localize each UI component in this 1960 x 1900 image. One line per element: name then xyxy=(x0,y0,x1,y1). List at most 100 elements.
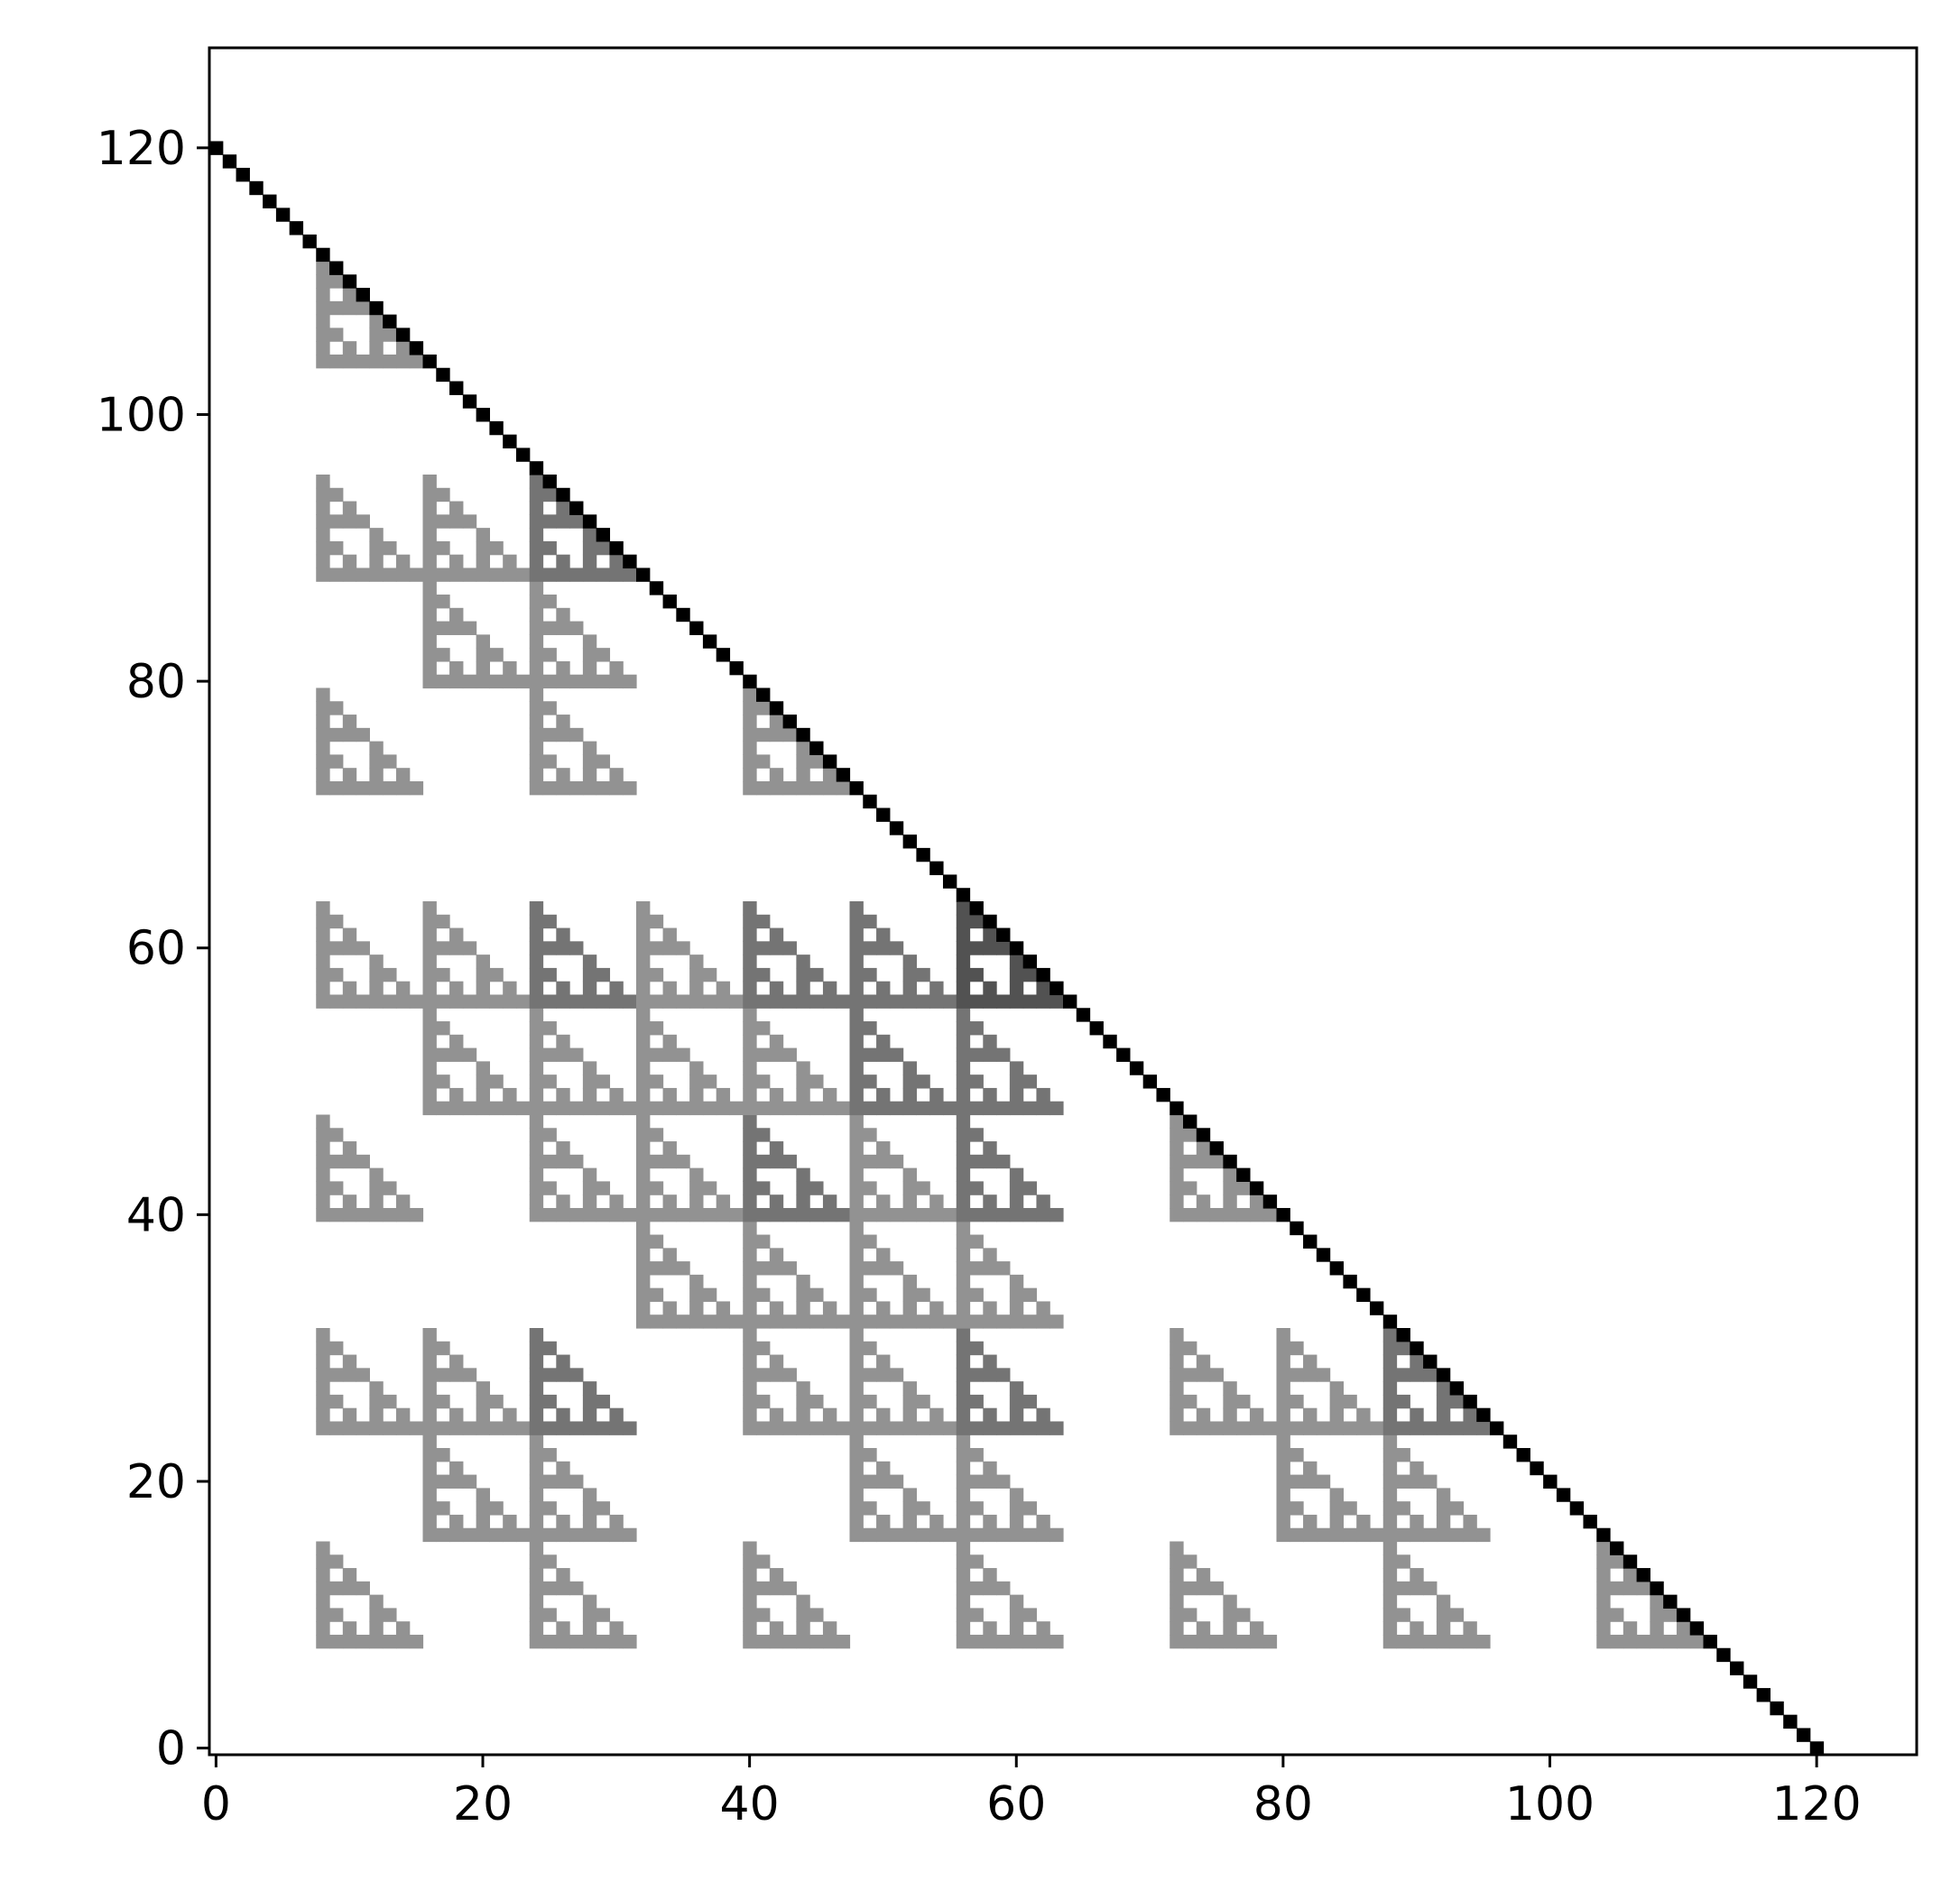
heatmap-cell xyxy=(542,1207,557,1222)
heatmap-cell xyxy=(863,1287,877,1303)
heatmap-cell xyxy=(582,1488,597,1502)
heatmap-cell xyxy=(743,1047,757,1062)
heatmap-cell xyxy=(902,994,918,1009)
heatmap-cell xyxy=(822,754,837,769)
heatmap-cell xyxy=(876,1461,891,1476)
heatmap-cell xyxy=(369,327,384,342)
heatmap-cell xyxy=(662,595,677,609)
heatmap-cell xyxy=(636,1128,651,1142)
heatmap-cell xyxy=(1303,1368,1317,1382)
heatmap-cell xyxy=(743,1581,757,1596)
heatmap-cell xyxy=(582,994,597,1009)
heatmap-cell xyxy=(1170,1207,1184,1222)
heatmap-cell xyxy=(342,514,357,529)
heatmap-cell xyxy=(1610,1541,1624,1555)
heatmap-cell xyxy=(1009,1634,1024,1649)
heatmap-cell xyxy=(996,1261,1011,1276)
heatmap-cell xyxy=(1463,1394,1477,1409)
heatmap-cell xyxy=(529,1421,544,1435)
heatmap-cell xyxy=(329,1634,344,1649)
heatmap-cell xyxy=(1343,1527,1357,1543)
heatmap-cell xyxy=(863,1154,877,1169)
heatmap-cell xyxy=(329,274,344,289)
heatmap-cell xyxy=(716,1207,731,1222)
heatmap-cell xyxy=(996,994,1011,1009)
heatmap-cell xyxy=(956,1488,971,1502)
heatmap-cell xyxy=(1196,1154,1211,1169)
heatmap-cell xyxy=(1423,1474,1438,1489)
heatmap-cell xyxy=(876,941,891,955)
heatmap-cell xyxy=(369,1621,384,1636)
heatmap-cell xyxy=(529,1141,544,1156)
heatmap-cell xyxy=(756,1047,771,1062)
heatmap-cell xyxy=(876,927,891,942)
heatmap-cell xyxy=(1223,1608,1237,1622)
heatmap-cell xyxy=(942,994,957,1009)
heatmap-cell xyxy=(849,1087,864,1102)
heatmap-cell xyxy=(743,1354,757,1369)
heatmap-cell xyxy=(996,1527,1011,1543)
heatmap-cell xyxy=(743,1301,757,1315)
heatmap-cell xyxy=(969,1448,984,1462)
heatmap-cell xyxy=(863,1075,877,1089)
heatmap-cell xyxy=(1650,1594,1664,1609)
heatmap-cell xyxy=(1290,1341,1304,1356)
heatmap-cell xyxy=(1610,1634,1624,1649)
heatmap-cell xyxy=(316,994,330,1009)
heatmap-cell xyxy=(743,674,757,689)
heatmap-cell xyxy=(329,754,344,769)
heatmap-cell xyxy=(1209,1207,1224,1222)
heatmap-cell xyxy=(1623,1621,1638,1636)
heatmap-cell xyxy=(383,754,397,769)
heatmap-cell xyxy=(743,1114,757,1129)
heatmap-cell xyxy=(436,1368,450,1382)
heatmap-cell xyxy=(889,1261,904,1276)
heatmap-cell xyxy=(743,727,757,742)
heatmap-cell xyxy=(329,1154,344,1169)
heatmap-cell xyxy=(796,1087,810,1102)
heatmap-cell xyxy=(556,927,570,942)
heatmap-cell xyxy=(1249,1634,1264,1649)
heatmap-cell xyxy=(1183,1181,1197,1195)
heatmap-cell xyxy=(556,1194,570,1209)
heatmap-cell xyxy=(476,540,491,556)
heatmap-cell xyxy=(503,1407,517,1423)
heatmap-cell xyxy=(1249,1421,1264,1435)
heatmap-cell xyxy=(515,994,531,1009)
heatmap-cell xyxy=(769,1141,784,1156)
heatmap-cell xyxy=(769,780,784,796)
heatmap-cell xyxy=(582,1075,597,1089)
heatmap-cell xyxy=(582,955,597,969)
heatmap-cell xyxy=(636,981,651,996)
heatmap-cell xyxy=(1183,1581,1197,1596)
heatmap-cell xyxy=(889,821,904,835)
heatmap-cell xyxy=(662,1047,677,1062)
heatmap-cell xyxy=(529,967,544,982)
heatmap-cell xyxy=(395,354,411,369)
heatmap-cell xyxy=(809,1287,824,1303)
heatmap-cell xyxy=(316,1354,330,1369)
heatmap-cell xyxy=(329,1128,344,1142)
heatmap-cell xyxy=(1022,967,1038,982)
heatmap-cell xyxy=(542,1181,557,1195)
heatmap-cell xyxy=(863,1021,877,1036)
heatmap-cell xyxy=(902,1207,918,1222)
heatmap-cell xyxy=(916,847,930,862)
heatmap-cell xyxy=(1396,1554,1410,1569)
heatmap-cell xyxy=(1623,1568,1638,1582)
heatmap-cell xyxy=(636,1181,651,1195)
heatmap-cell xyxy=(916,1394,930,1409)
heatmap-cell xyxy=(796,1194,810,1209)
heatmap-cell xyxy=(422,1461,437,1476)
heatmap-cell xyxy=(515,1527,531,1543)
heatmap-cell xyxy=(1716,1647,1731,1663)
heatmap-cell xyxy=(316,1634,330,1649)
heatmap-cell xyxy=(529,634,544,649)
heatmap-cell xyxy=(743,1167,757,1183)
heatmap-cell xyxy=(1382,1341,1398,1356)
heatmap-cell xyxy=(609,1514,624,1529)
heatmap-cell xyxy=(636,901,651,916)
heatmap-cell xyxy=(1396,1581,1410,1596)
heatmap-cell xyxy=(356,1421,370,1435)
heatmap-cell xyxy=(956,1581,971,1596)
